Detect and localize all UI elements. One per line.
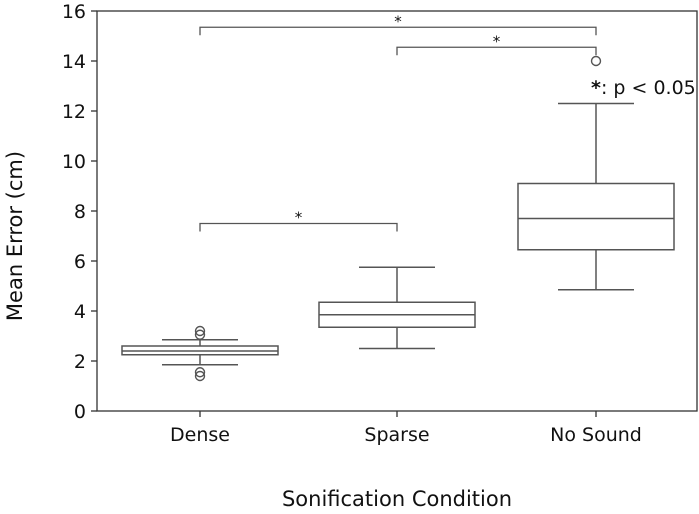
- box-dense: [121, 325, 279, 382]
- y-tick-label: 10: [62, 151, 86, 173]
- y-tick-label: 6: [74, 251, 86, 273]
- outlier-point: [590, 55, 602, 67]
- y-tick-label: 4: [74, 301, 86, 323]
- outlier-point: [194, 367, 206, 378]
- y-tick-label: 0: [74, 401, 86, 423]
- outlier-point: [194, 325, 206, 337]
- x-tick-label: Dense: [170, 424, 230, 446]
- y-axis-label: Mean Error (cm): [3, 151, 27, 321]
- y-tick-label: 14: [62, 51, 86, 73]
- box-sparse: [318, 266, 476, 350]
- significance-note-star: *: [591, 77, 601, 99]
- significance-bracket: [396, 46, 597, 56]
- x-tick-label: Sparse: [364, 424, 429, 446]
- significance-bracket: [199, 26, 597, 36]
- significance-note-text: : p < 0.05: [601, 77, 696, 99]
- box-no-sound: [517, 55, 675, 291]
- y-tick-label: 2: [74, 351, 86, 373]
- significance-star: *: [493, 32, 501, 50]
- significance-bracket: [199, 222, 398, 232]
- significance-star: *: [295, 209, 303, 227]
- x-axis: Dense Sparse No Sound: [170, 411, 642, 446]
- y-tick-label: 16: [62, 1, 86, 23]
- iqr-box: [517, 182, 675, 251]
- significance-star: *: [394, 12, 402, 30]
- significance-brackets: * * *: [199, 12, 597, 232]
- boxes: [121, 55, 675, 382]
- y-tick-label: 8: [74, 201, 86, 223]
- y-tick-label: 12: [62, 101, 86, 123]
- x-axis-label: Sonification Condition: [282, 487, 512, 511]
- outlier-point: [194, 329, 206, 340]
- outlier-point: [194, 370, 206, 382]
- x-tick-label: No Sound: [550, 424, 642, 446]
- significance-note: *: p < 0.05: [591, 77, 696, 99]
- y-axis: 0 2 4 6 8 10 12 14 16: [62, 1, 97, 423]
